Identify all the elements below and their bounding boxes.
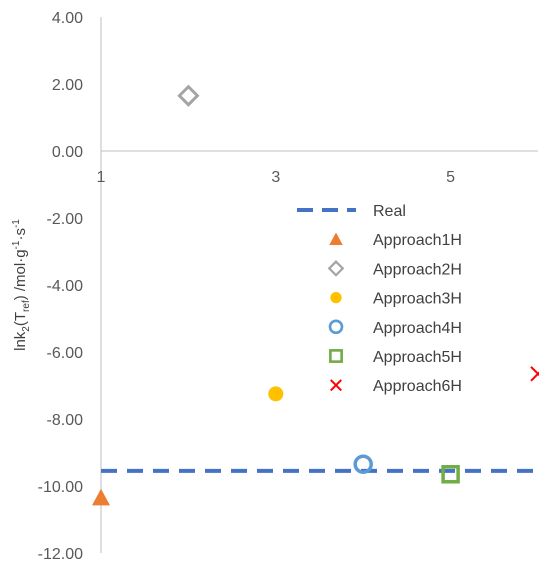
x-tick-label: 1 — [97, 169, 106, 186]
legend-label: Approach5H — [373, 349, 462, 366]
legend-label: Approach1H — [373, 232, 462, 249]
x-tick-labels: 1 3 5 — [97, 169, 456, 186]
point-approach2h — [177, 84, 200, 107]
point-approach6h — [530, 366, 539, 382]
legend-swatch-approach2h — [327, 260, 345, 277]
y-axis-label-part: -1 — [11, 219, 22, 228]
y-axis-label-part: 2 — [21, 326, 32, 332]
y-axis-label-part: -1 — [11, 240, 22, 249]
y-tick-label: -4.00 — [47, 278, 84, 295]
point-approach3h — [268, 386, 284, 402]
y-tick-label: -6.00 — [47, 345, 84, 362]
legend-label: Approach3H — [373, 291, 462, 308]
legend-swatch-approach4h — [328, 319, 344, 335]
legend-swatch-approach3h — [330, 291, 342, 304]
y-axis-label-part: lnk — [12, 331, 29, 351]
y-tick-label: -2.00 — [47, 211, 84, 228]
y-tick-label: -12.00 — [38, 546, 83, 563]
y-tick-label: 0.00 — [52, 144, 83, 161]
y-axis-label-part: ref — [21, 300, 32, 312]
y-axis-label-part: (T — [12, 312, 29, 326]
point-approach5h — [441, 465, 460, 484]
y-tick-label: -10.00 — [38, 479, 83, 496]
y-axis-label-part: ) /mol·g — [12, 249, 29, 300]
legend-label: Approach6H — [373, 378, 462, 395]
point-approach4h — [353, 454, 373, 474]
x-tick-label: 3 — [271, 169, 280, 186]
y-tick-label: -8.00 — [47, 412, 84, 429]
legend-swatch-approach1h — [329, 232, 343, 245]
data-marks — [92, 84, 539, 506]
y-tick-label: 2.00 — [52, 77, 83, 94]
point-approach1h — [92, 488, 110, 506]
y-axis-label-part: ·s — [12, 228, 29, 241]
legend-label: Approach2H — [373, 261, 462, 278]
legend-label: Real — [373, 203, 406, 220]
y-axis-label: lnk2(Tref) /mol·g-1·s-1 — [11, 219, 32, 351]
legend-label: Approach4H — [373, 320, 462, 337]
legend: Real Approach1H Approach2H Approach3H Approa… — [297, 203, 462, 395]
x-tick-label: 5 — [446, 169, 455, 186]
axes — [100, 17, 538, 553]
y-tick-label: 4.00 — [52, 10, 83, 27]
y-tick-labels: 4.00 2.00 0.00 -2.00 -4.00 -6.00 -8.00 -10.00 -1… — [38, 10, 83, 563]
legend-swatch-approach6h — [330, 379, 342, 392]
legend-swatch-approach5h — [329, 349, 343, 363]
